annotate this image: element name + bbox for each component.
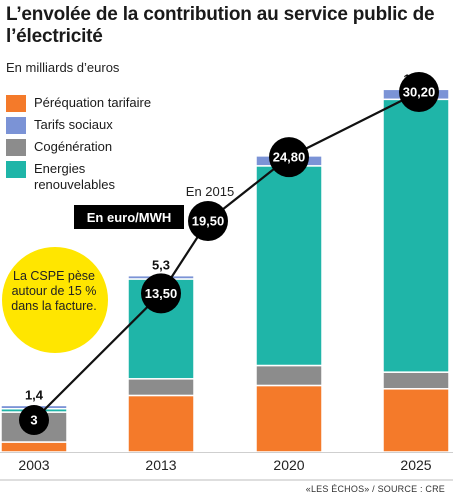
line-point-label: 3 bbox=[30, 413, 37, 428]
legend-label: Péréquation tarifaire bbox=[34, 95, 152, 110]
line-point-label: 19,50 bbox=[192, 214, 225, 229]
legend-label: Tarifs sociaux bbox=[34, 117, 113, 132]
bar-segment-cog-n-ration-2013 bbox=[127, 378, 195, 397]
line-point-2025 bbox=[399, 72, 439, 112]
legend-swatch-cogeneration bbox=[6, 139, 26, 156]
line-point-2015 bbox=[188, 201, 228, 242]
legend-swatch-energies-renouvelables bbox=[6, 161, 26, 178]
legend-label: Cogénération bbox=[34, 139, 113, 154]
bar-segment-cog-n-ration-2025 bbox=[382, 371, 450, 390]
bar-segment-p-r-quation-tarifaire-2020 bbox=[255, 384, 323, 453]
line-point-2003 bbox=[19, 405, 49, 435]
x-tick-label: 2020 bbox=[273, 457, 304, 473]
x-tick-label: 2013 bbox=[145, 457, 176, 473]
source-credit: «LES ÉCHOS» / SOURCE : CRE bbox=[305, 484, 445, 494]
legend-label: Energies renouvelables bbox=[34, 161, 115, 192]
annotation-year-label: En 2015 bbox=[186, 184, 234, 199]
legend-swatch-tarifs-sociaux bbox=[6, 117, 26, 134]
line-point-label: 13,50 bbox=[145, 286, 178, 301]
chart-subtitle: En milliards d’euros bbox=[6, 60, 120, 75]
bar-segment-energies-renouvelables-2025 bbox=[382, 98, 450, 373]
line-series-euro-mwh bbox=[33, 91, 420, 421]
line-point-label: 24,80 bbox=[273, 150, 306, 165]
bar-segment-p-r-quation-tarifaire-2003 bbox=[0, 441, 68, 453]
line-label-box bbox=[74, 205, 184, 229]
bar-segment-cog-n-ration-2020 bbox=[255, 364, 323, 387]
bar-segment-p-r-quation-tarifaire-2025 bbox=[382, 388, 450, 453]
line-point-2020 bbox=[269, 137, 309, 178]
bar-segment-p-r-quation-tarifaire-2013 bbox=[127, 394, 195, 453]
line-point-label: 30,20 bbox=[403, 85, 436, 100]
bar-segment-energies-renouvelables-2020 bbox=[255, 165, 323, 367]
chart-title: L’envolée de la contribution au service … bbox=[6, 4, 435, 47]
bar-total-label: 1,4 bbox=[25, 387, 44, 402]
line-point-2013 bbox=[141, 273, 181, 314]
x-tick-label: 2003 bbox=[18, 457, 49, 473]
legend-swatch-perequation bbox=[6, 95, 26, 112]
bar-total-label: 5,3 bbox=[152, 258, 170, 273]
csp-bubble bbox=[2, 247, 108, 353]
x-tick-label: 2025 bbox=[400, 457, 431, 473]
csp-bubble-text: La CSPE pèse autour de 15 % dans la fact… bbox=[11, 269, 97, 313]
line-label-text: En euro/MWH bbox=[87, 210, 172, 225]
